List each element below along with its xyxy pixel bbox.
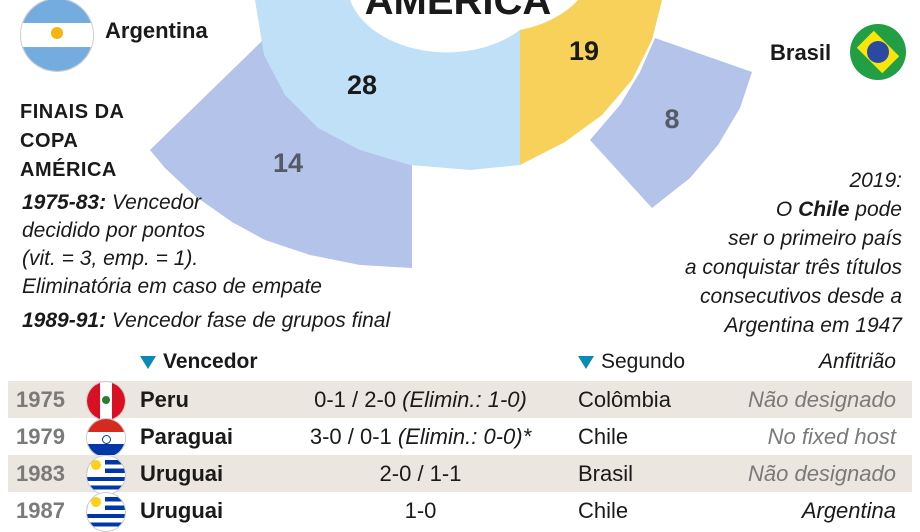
- note-2019-line: a conquistar três títulos: [684, 256, 902, 279]
- note-1975-label: 1975-83:: [22, 191, 107, 214]
- header-winner-label: Vencedor: [163, 350, 258, 373]
- row-score: 2-0 / 1-1: [288, 455, 553, 492]
- finals-title-line: FINAIS DA: [20, 101, 125, 123]
- titles-donut-chart: 28 14 19 8 AMÉRICA: [150, 0, 752, 268]
- uruguay-flag: [86, 492, 126, 532]
- row-year: 1975: [16, 387, 65, 412]
- triangle-down-icon: [578, 355, 594, 369]
- note-2019-post: pode: [849, 198, 902, 221]
- row-winner: Uruguai: [140, 461, 224, 486]
- note-line: Eliminatória em caso de empate: [22, 275, 322, 298]
- format-note: 1975-83: Vencedor decidido por pontos (v…: [22, 189, 390, 335]
- argentina-label: Argentina: [105, 18, 208, 43]
- note-2019-year: 2019:: [849, 169, 902, 192]
- row-year: 1987: [16, 498, 65, 523]
- brasil-outer-segment: [590, 38, 752, 208]
- row-score-note: (Elimin.: 1-0): [402, 387, 527, 412]
- note-2019-line: O Chile pode: [685, 195, 902, 224]
- note-2019-pre: O: [775, 198, 799, 221]
- peru-flag: [86, 381, 126, 421]
- row-score-value: 0-1 / 2-0: [314, 387, 403, 412]
- row-host: Argentina: [801, 498, 896, 523]
- row-host: No fixed host: [767, 424, 896, 449]
- note-line: decidido por pontos: [22, 219, 206, 242]
- row-year: 1983: [16, 461, 65, 486]
- note-1989-line: 1989-91: Vencedor fase de grupos final: [22, 307, 390, 335]
- header-second: Segundo: [578, 350, 685, 374]
- row-host: Não designado: [747, 387, 896, 412]
- note-1989-label: 1989-91:: [22, 309, 107, 332]
- row-host: Não designado: [747, 461, 896, 486]
- argentina-outer-segment: [150, 41, 412, 268]
- note-2019-chile: Chile: [798, 198, 850, 221]
- header-host: Anfitrião: [818, 350, 896, 373]
- triangle-down-icon: [140, 355, 156, 369]
- uruguay-flag: [86, 455, 126, 495]
- row-score-note: (Elimin.: 0-0)*: [397, 424, 532, 449]
- row-score-value: 3-0 / 0-1: [309, 424, 398, 449]
- note-2019-line: ser o primeiro país: [728, 227, 902, 250]
- brasil-inner-segment: [520, 0, 662, 165]
- finals-title-line: AMÉRICA: [20, 159, 117, 181]
- brasil-flag: [850, 24, 906, 80]
- row-winner: Peru: [140, 387, 189, 412]
- finals-title: FINAIS DA COPA AMÉRICA: [20, 98, 125, 185]
- note-1989-text: Vencedor fase de grupos final: [111, 309, 391, 332]
- note-2019-line: consecutivos desde a: [700, 285, 902, 308]
- row-year: 1979: [16, 424, 65, 449]
- table-row: 1975 Peru 0-1 / 2-0 (Elimin.: 1-0) Colôm…: [8, 381, 912, 421]
- note-1975-line: 1975-83: Vencedor: [22, 189, 390, 217]
- argentina-inner-segment: [255, 0, 520, 170]
- note-2019: 2019: O Chile pode ser o primeiro país a…: [685, 166, 902, 340]
- row-second: Colômbia: [578, 387, 671, 412]
- header-title: AMÉRICA: [365, 0, 552, 23]
- brasil-label: Brasil: [770, 40, 832, 65]
- table-row: 1979 Paraguai 3-0 / 0-1 (Elimin.: 0-0)* …: [8, 418, 912, 458]
- row-winner: Uruguai: [140, 498, 224, 523]
- table-row: 1983 Uruguai 2-0 / 1-1 Brasil Não design…: [8, 455, 912, 495]
- finals-title-line: COPA: [20, 130, 79, 152]
- note-2019-line: Argentina em 1947: [724, 314, 902, 337]
- note-line: (vit. = 3, emp. = 1).: [22, 247, 199, 270]
- header-winner: Vencedor: [140, 350, 258, 374]
- row-score: 0-1 / 2-0 (Elimin.: 1-0): [288, 381, 553, 418]
- row-score: 1-0: [288, 492, 553, 529]
- row-score: 3-0 / 0-1 (Elimin.: 0-0)*: [288, 418, 553, 455]
- row-second: Brasil: [578, 461, 634, 486]
- argentina-flag: [20, 0, 94, 72]
- header-second-label: Segundo: [601, 350, 686, 373]
- note-1975-text: Vencedor: [111, 191, 202, 214]
- row-second: Chile: [578, 424, 629, 449]
- paraguay-flag: [86, 418, 126, 458]
- row-score-value: 2-0 / 1-1: [379, 461, 462, 486]
- label-19: 19: [569, 36, 599, 66]
- label-28: 28: [347, 70, 377, 100]
- row-winner: Paraguai: [140, 424, 233, 449]
- label-14: 14: [273, 148, 303, 178]
- row-second: Chile: [578, 498, 629, 523]
- row-score-value: 1-0: [404, 498, 437, 523]
- table-row: 1987 Uruguai 1-0 Chile Argentina: [8, 492, 912, 532]
- label-8: 8: [664, 104, 679, 134]
